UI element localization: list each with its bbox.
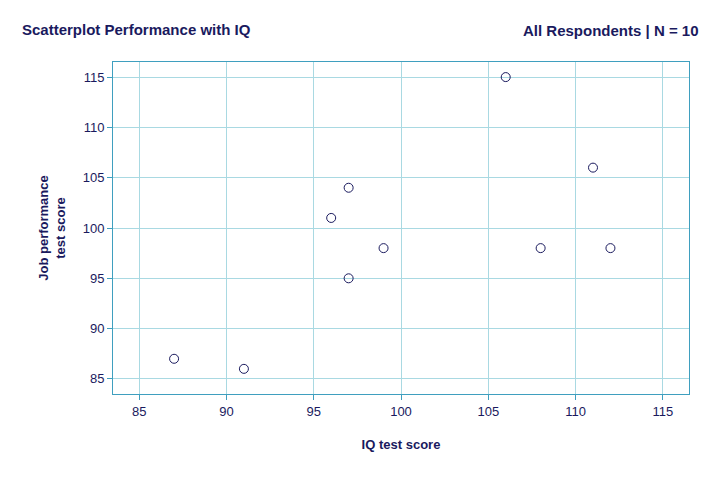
- svg-text:100: 100: [390, 404, 412, 419]
- svg-text:95: 95: [90, 271, 104, 286]
- svg-text:105: 105: [477, 404, 499, 419]
- svg-text:95: 95: [306, 404, 320, 419]
- svg-text:All Respondents | N = 10: All Respondents | N = 10: [523, 22, 699, 39]
- svg-text:Scatterplot Performance with I: Scatterplot Performance with IQ: [22, 21, 251, 38]
- svg-text:90: 90: [90, 321, 104, 336]
- svg-text:IQ test score: IQ test score: [362, 437, 441, 452]
- svg-text:85: 85: [90, 371, 104, 386]
- svg-text:110: 110: [84, 120, 105, 135]
- svg-text:105: 105: [83, 170, 105, 185]
- svg-text:110: 110: [565, 404, 586, 419]
- svg-text:115: 115: [652, 404, 673, 419]
- svg-text:Job performancetest score: Job performancetest score: [36, 175, 68, 280]
- svg-text:85: 85: [132, 404, 146, 419]
- svg-text:100: 100: [83, 221, 105, 236]
- svg-text:90: 90: [219, 404, 233, 419]
- svg-text:115: 115: [84, 70, 105, 85]
